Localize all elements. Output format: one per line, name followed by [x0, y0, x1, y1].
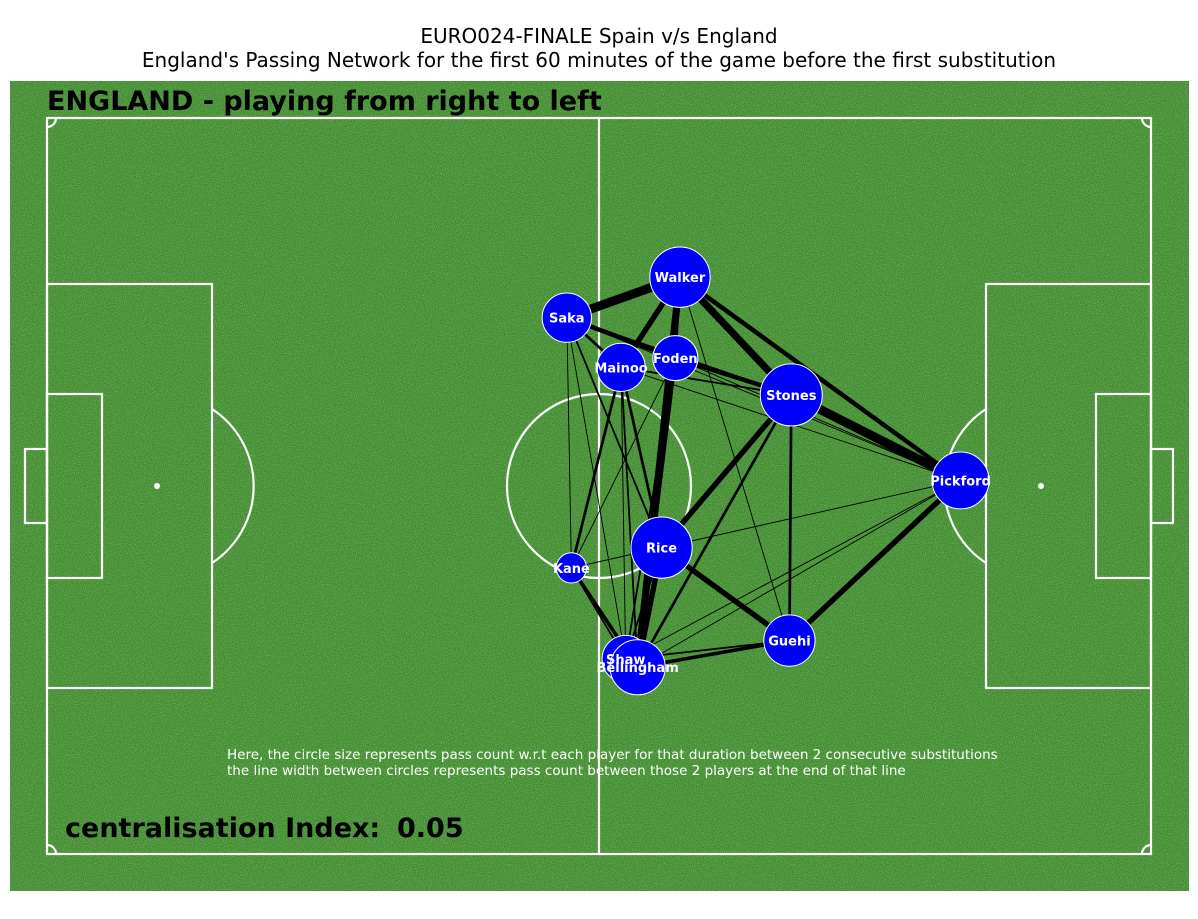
pass-edge-stones-guehi: [788, 394, 793, 641]
team-heading: ENGLAND - playing from right to left: [47, 86, 602, 117]
player-node-kane: [555, 552, 587, 584]
player-label-saka: Saka: [549, 312, 585, 327]
player-label-stones: Stones: [766, 389, 817, 404]
corner-arc-top-right: [1140, 117, 1152, 129]
legend-note-line-1: Here, the circle size represents pass co…: [227, 747, 998, 763]
player-label-pickford: Pickford: [930, 474, 991, 489]
player-node-guehi: [763, 614, 816, 667]
pass-edge-stones-bellingham: [636, 394, 793, 668]
player-label-kane: Kane: [553, 562, 590, 577]
pass-edge-walker-pickford: [678, 275, 962, 483]
pass-edge-stones-pickford: [789, 390, 963, 485]
right-penalty-spot: [1038, 483, 1044, 489]
player-node-saka: [541, 292, 592, 343]
legend-note-line-2: the line width between circles represent…: [227, 763, 906, 779]
player-label-rice: Rice: [646, 542, 677, 557]
pass-edge-pickford-guehi: [787, 478, 963, 643]
left-goal: [23, 447, 49, 525]
player-label-walker: Walker: [655, 271, 706, 286]
pass-edge-foden-kane: [570, 357, 676, 569]
centralisation-index-label: centralisation Index:: [65, 813, 380, 844]
player-node-pickford: [931, 451, 990, 510]
left-penalty-arc: [211, 408, 255, 564]
pitch-markings: [23, 116, 1175, 856]
pass-edge-mainoo-bellingham: [620, 367, 639, 668]
player-nodes: Walker Saka Foden Mainoo Stones Pickford Rice K…: [541, 246, 991, 696]
corner-arc-bottom-right: [1140, 843, 1152, 855]
player-node-stones: [759, 363, 823, 427]
player-node-foden: [652, 335, 699, 382]
player-node-bellingham: [609, 639, 666, 696]
player-node-rice: [630, 516, 693, 579]
player-node-walker: [649, 246, 711, 308]
corner-arc-top-left: [46, 117, 58, 129]
pass-edge-foden-bellingham: [635, 357, 678, 668]
pass-edge-pickford-rice: [661, 480, 961, 549]
chart-subtitle: England's Passing Network for the first …: [141, 48, 1057, 72]
player-label-mainoo: Mainoo: [594, 361, 647, 376]
corner-arc-bottom-left: [46, 843, 58, 855]
player-label-shaw: Shaw: [606, 653, 645, 668]
chart-title: EURO024-FINALE Spain v/s England: [420, 24, 778, 48]
pass-edge-saka-rice: [565, 317, 663, 548]
player-label-guehi: Guehi: [768, 635, 810, 650]
pass-edge-mainoo-kane: [570, 366, 623, 569]
chart-title-block: EURO024-FINALE Spain v/s England England…: [0, 24, 1198, 72]
pass-edge-stones-rice: [659, 393, 794, 550]
pass-edge-saka-kane: [566, 317, 572, 568]
player-label-bellingham: Bellingham: [597, 661, 679, 676]
pass-edge-mainoo-shaw: [620, 367, 627, 659]
player-label-foden: Foden: [653, 352, 698, 367]
player-node-mainoo: [596, 342, 646, 392]
pass-edge-saka-shaw: [566, 317, 627, 660]
pass-edge-pickford-shaw: [625, 480, 961, 660]
pass-edge-pickford-bellingham: [637, 480, 961, 668]
right-goal: [1149, 447, 1175, 525]
left-penalty-spot: [154, 483, 160, 489]
centralisation-index-value: 0.05: [397, 813, 464, 844]
